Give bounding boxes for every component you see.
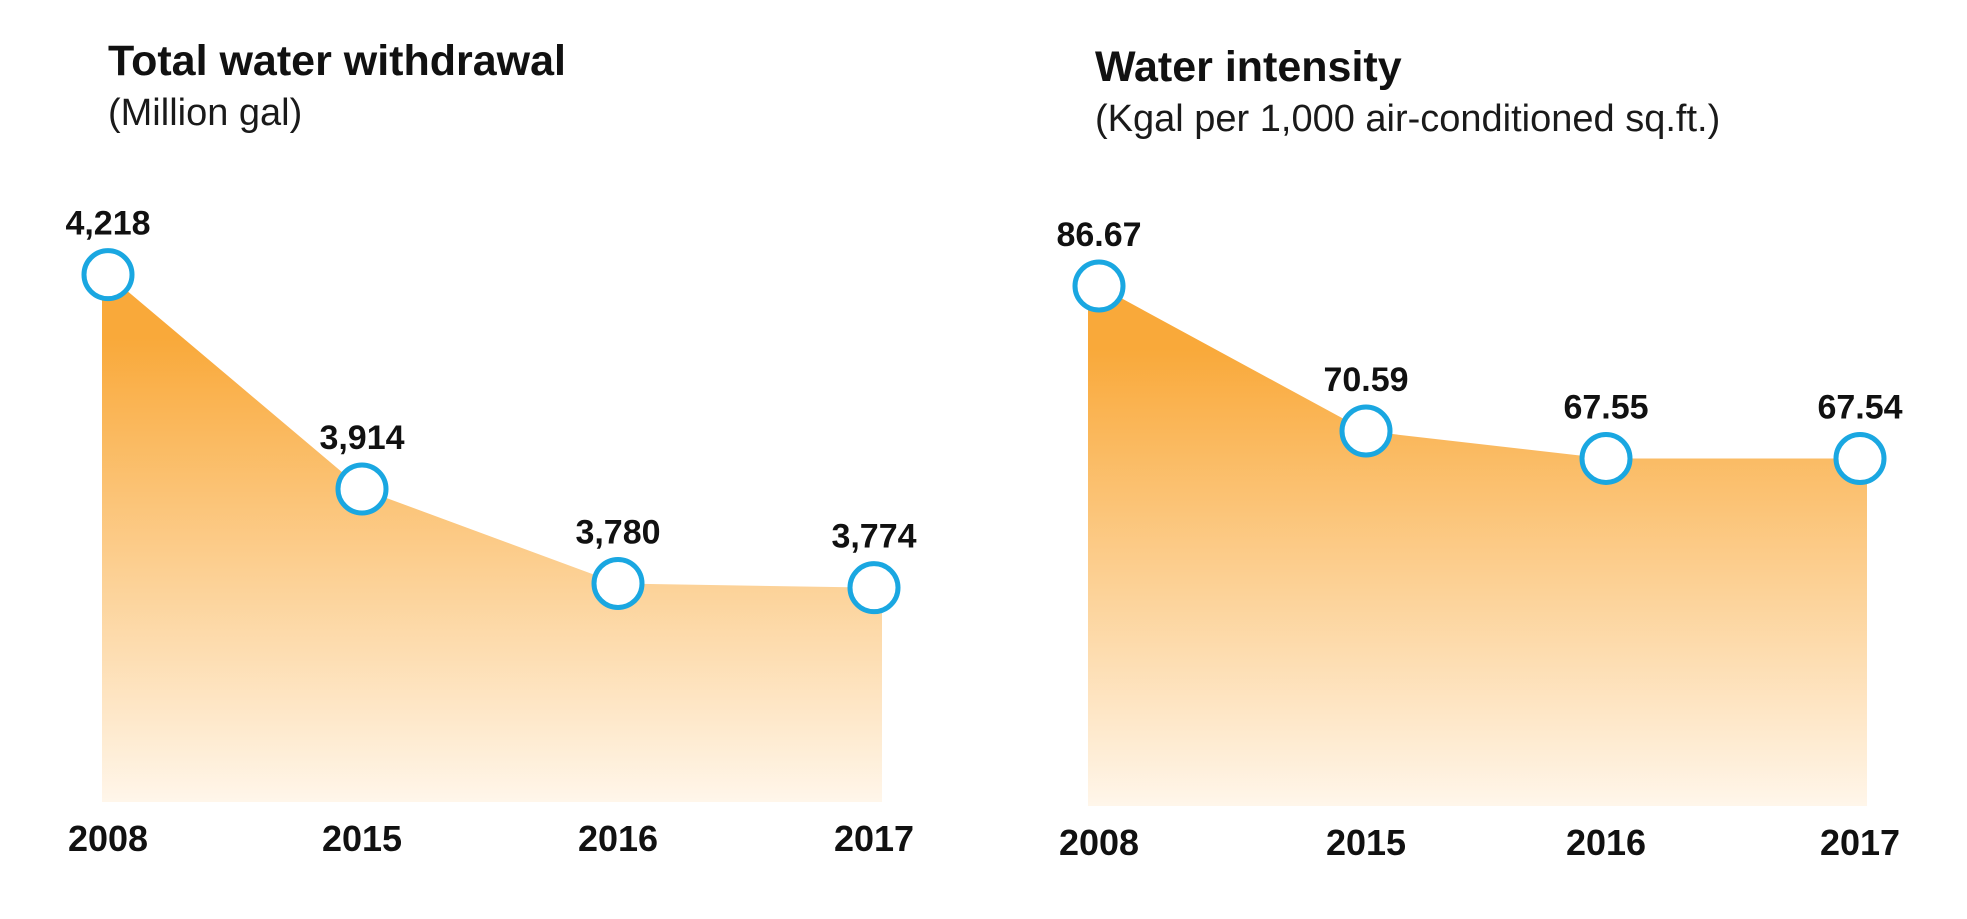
data-point-marker <box>81 248 135 302</box>
data-label: 3,774 <box>831 518 916 556</box>
x-tick-label: 2015 <box>322 818 402 859</box>
x-tick-label: 2015 <box>1326 822 1406 863</box>
data-point-marker <box>591 556 645 610</box>
data-point-marker <box>1579 431 1633 485</box>
data-label: 67.54 <box>1817 389 1902 427</box>
chart-title-intensity: Water intensity <box>1095 43 1402 91</box>
chart-subtitle-withdrawal: (Million gal) <box>108 92 303 134</box>
x-tick-label: 2016 <box>578 818 658 859</box>
data-label: 67.55 <box>1563 388 1648 426</box>
x-tick-label: 2017 <box>1820 822 1900 863</box>
data-label: 3,914 <box>319 419 404 457</box>
data-label: 3,780 <box>575 513 660 551</box>
data-label: 70.59 <box>1323 361 1408 399</box>
data-point-marker <box>1339 404 1393 458</box>
x-tick-label: 2008 <box>1059 822 1139 863</box>
data-point-marker <box>335 462 389 516</box>
data-label: 86.67 <box>1056 216 1141 254</box>
area-series-1 <box>1088 286 1867 807</box>
chart-subtitle-intensity: (Kgal per 1,000 air-conditioned sq.ft.) <box>1095 98 1721 140</box>
chart-title-withdrawal: Total water withdrawal <box>108 37 566 85</box>
x-tick-label: 2017 <box>834 818 914 859</box>
data-point-marker <box>1833 432 1887 486</box>
data-label: 4,218 <box>65 205 150 243</box>
x-tick-label: 2008 <box>68 818 148 859</box>
area-series-0 <box>102 274 882 802</box>
data-point-marker <box>847 561 901 615</box>
x-tick-label: 2016 <box>1566 822 1646 863</box>
data-point-marker <box>1072 259 1126 313</box>
